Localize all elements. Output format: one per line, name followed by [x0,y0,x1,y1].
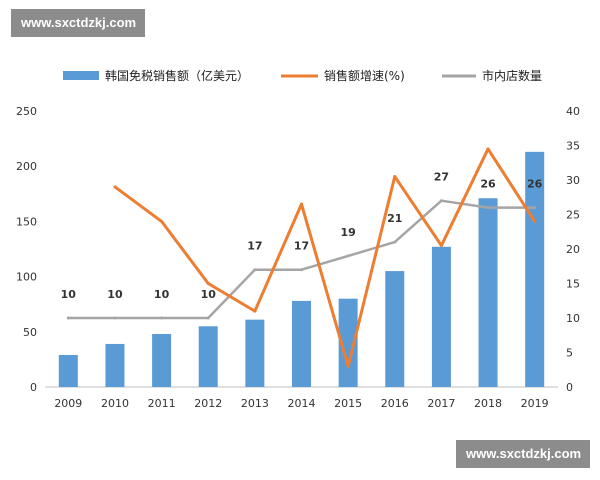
y-right-tick-label: 25 [566,209,580,222]
watermark-bottom: www.sxctdzkj.com [456,440,590,468]
store-count-data-label: 10 [154,288,170,301]
y-right-tick-label: 15 [566,278,580,291]
x-tick-label: 2012 [194,397,222,410]
x-tick-label: 2011 [148,397,176,410]
growth-rate-point-2012 [206,282,210,285]
bar-sales-2014 [292,300,311,387]
growth-rate-point-2016 [393,175,397,179]
store-count-data-label: 26 [527,178,543,191]
legend-label-sales: 韩国免税销售额（亿美元） [105,68,249,83]
y-left-tick-label: 50 [23,326,37,339]
legend-swatch-sales [63,71,99,80]
y-left-tick-label: 250 [16,105,37,118]
growth-rate-point-2015 [346,364,350,368]
growth-rate-point-2018 [486,147,490,151]
growth-rate-line [114,147,536,368]
y-right-tick-label: 40 [566,105,580,118]
bar-sales-2015 [338,298,358,387]
store-count-point-2013 [253,268,257,272]
y-right-tick-label: 20 [566,243,580,256]
y-left-tick-label: 150 [16,215,37,228]
store-count-point-2012 [206,316,210,320]
x-tick-label: 2009 [54,397,82,410]
legend-label-count: 市内店数量 [482,68,542,83]
store-count-point-2019 [533,206,537,210]
store-count-point-2011 [160,316,164,320]
y-left-tick-label: 0 [30,381,37,394]
store-count-point-2015 [346,254,350,258]
store-count-data-label: 10 [107,288,123,301]
store-count-data-label: 17 [247,240,262,253]
growth-rate-point-2014 [300,202,303,206]
y-right-tick-label: 30 [566,174,580,187]
store-count-point-2018 [486,206,490,210]
y-right-tick-label: 5 [566,347,573,360]
bar-sales-2018 [478,198,498,387]
watermark-top: www.sxctdzkj.com [11,9,145,37]
store-count-line [68,199,535,320]
store-count-data-label: 19 [340,226,355,239]
store-count-data-label: 10 [201,288,217,301]
x-tick-label: 2014 [288,397,316,410]
store-count-point-2014 [300,268,303,272]
store-count-data-label: 17 [294,240,309,253]
growth-rate-point-2017 [439,244,443,248]
bar-sales-2010 [105,343,125,387]
bar-sales-2009 [58,354,78,387]
store-count-point-2016 [393,240,397,244]
y-right-tick-label: 0 [566,381,573,394]
y-left-tick-label: 100 [16,271,37,284]
x-tick-label: 2019 [521,397,549,410]
bar-sales-2016 [385,271,405,387]
bar-sales-2012 [198,326,218,387]
growth-rate-point-2013 [253,309,257,313]
store-count-point-2017 [439,199,443,203]
bar-sales-2019 [525,151,545,387]
y-left-tick-label: 200 [16,160,37,173]
x-tick-label: 2010 [101,397,129,410]
bar-sales-2011 [152,334,172,387]
x-tick-label: 2013 [241,397,269,410]
legend-label-growth: 销售额增速(%) [324,68,405,83]
x-tick-label: 2016 [381,397,409,410]
bar-sales-2017 [431,246,451,387]
x-tick-label: 2015 [334,397,362,410]
x-tick-label: 2018 [474,397,502,410]
store-count-data-label: 26 [480,178,496,191]
growth-rate-point-2019 [533,219,537,223]
bar-sales-2013 [245,319,265,387]
growth-rate-point-2010 [113,185,117,189]
x-tick-label: 2017 [427,397,455,410]
growth-rate-point-2011 [160,219,164,223]
store-count-data-label: 21 [387,212,402,225]
store-count-data-label: 10 [61,288,77,301]
y-right-tick-label: 10 [566,312,580,325]
store-count-point-2009 [66,316,70,320]
store-count-data-label: 27 [434,171,449,184]
store-count-point-2010 [113,316,117,320]
y-right-tick-label: 35 [566,140,580,153]
